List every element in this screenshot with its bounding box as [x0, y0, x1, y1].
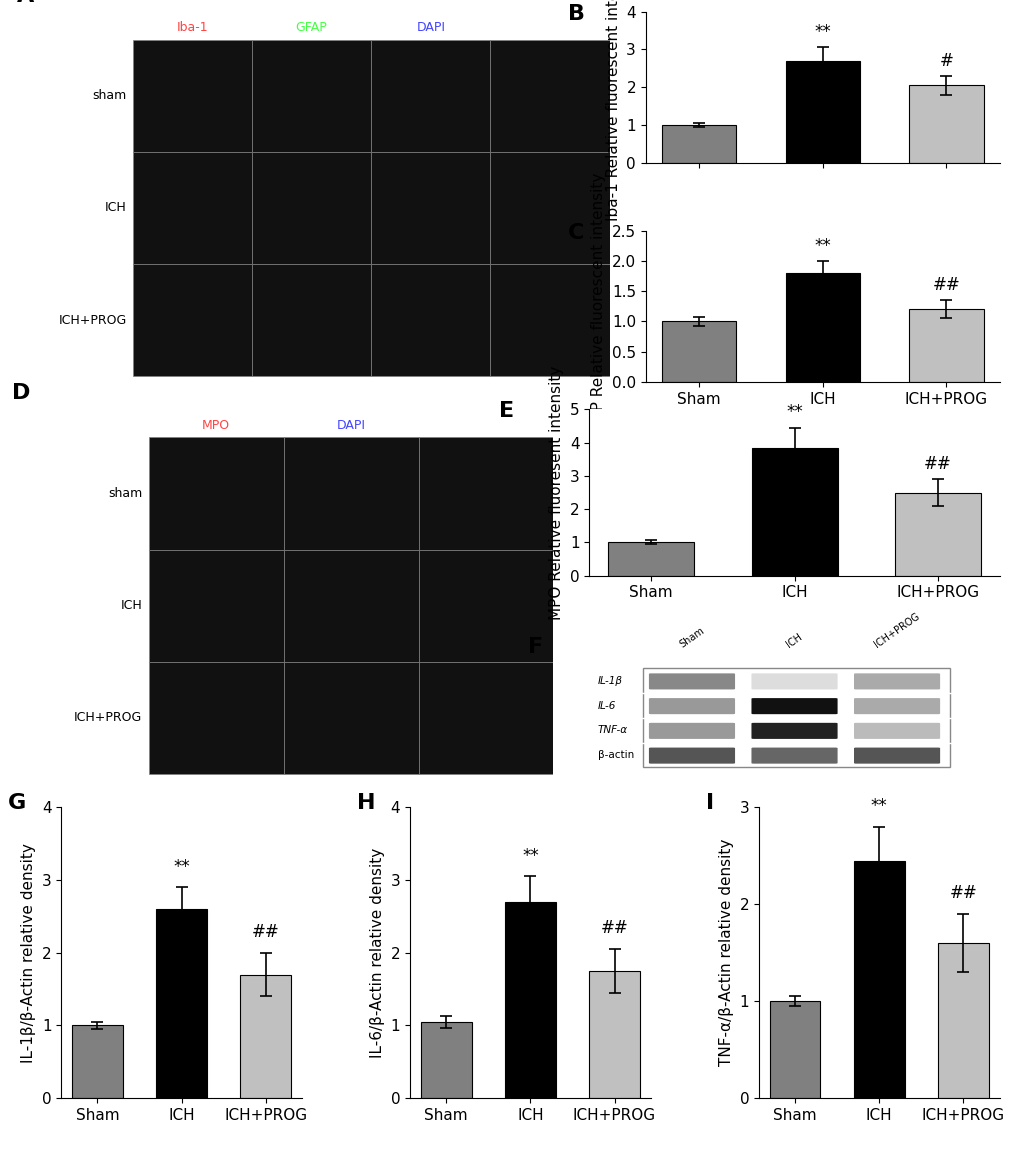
Bar: [418, 437, 553, 549]
Text: Sham: Sham: [677, 625, 705, 650]
Y-axis label: GFAP Relative fluorescent intensity: GFAP Relative fluorescent intensity: [591, 172, 605, 440]
Bar: [769, 1001, 819, 1098]
Text: ICH+PROG: ICH+PROG: [73, 711, 142, 725]
Text: A: A: [17, 0, 35, 6]
Bar: [72, 1025, 122, 1098]
Text: F: F: [528, 637, 542, 657]
Bar: [642, 668, 950, 768]
Bar: [785, 273, 859, 381]
Text: ##: ##: [252, 924, 279, 941]
Text: E: E: [498, 401, 514, 421]
Text: Iba-1: Iba-1: [176, 21, 208, 34]
Bar: [283, 437, 418, 549]
Text: ##: ##: [600, 919, 628, 938]
Bar: [421, 1022, 471, 1098]
Bar: [908, 86, 982, 163]
Bar: [149, 549, 283, 662]
Bar: [132, 39, 252, 151]
Text: **: **: [786, 403, 802, 421]
Bar: [149, 662, 283, 775]
Bar: [418, 662, 553, 775]
Text: β-actin: β-actin: [597, 750, 633, 759]
Bar: [490, 39, 609, 151]
Bar: [661, 321, 736, 381]
Y-axis label: TNF-α/β-Actin relative density: TNF-α/β-Actin relative density: [718, 839, 734, 1066]
Text: IL-1β: IL-1β: [597, 676, 622, 686]
Bar: [371, 151, 490, 264]
Text: Merge: Merge: [530, 21, 569, 34]
Text: D: D: [12, 384, 31, 403]
Text: #: #: [938, 52, 953, 69]
Bar: [751, 447, 837, 576]
Text: ICH+PROG: ICH+PROG: [871, 612, 921, 650]
FancyBboxPatch shape: [853, 722, 940, 739]
Text: **: **: [173, 858, 190, 875]
Text: ICH: ICH: [105, 201, 126, 215]
Text: G: G: [8, 793, 26, 813]
Bar: [252, 151, 371, 264]
Text: **: **: [813, 237, 830, 255]
Bar: [853, 860, 904, 1098]
Bar: [937, 943, 987, 1098]
Text: **: **: [870, 796, 887, 815]
Text: B: B: [568, 3, 584, 24]
Y-axis label: Iba-1 Relative fluorescent intensity: Iba-1 Relative fluorescent intensity: [605, 0, 621, 221]
Text: sham: sham: [93, 89, 126, 102]
Bar: [490, 151, 609, 264]
Text: MPO: MPO: [202, 418, 230, 432]
Y-axis label: IL-1β/β-Actin relative density: IL-1β/β-Actin relative density: [21, 843, 36, 1062]
Bar: [785, 60, 859, 163]
Text: ICH: ICH: [784, 632, 804, 650]
Bar: [490, 264, 609, 376]
FancyBboxPatch shape: [648, 748, 735, 764]
Text: **: **: [813, 23, 830, 42]
Text: I: I: [705, 793, 713, 813]
Bar: [661, 125, 736, 163]
Bar: [240, 975, 290, 1098]
Bar: [156, 909, 207, 1098]
Text: ICH: ICH: [120, 599, 142, 613]
Bar: [504, 902, 555, 1098]
Text: DAPI: DAPI: [336, 418, 365, 432]
FancyBboxPatch shape: [853, 698, 940, 714]
Bar: [607, 542, 694, 576]
Y-axis label: IL-6/β-Actin relative density: IL-6/β-Actin relative density: [370, 847, 385, 1058]
Bar: [908, 310, 982, 381]
Text: ICH+PROG: ICH+PROG: [58, 313, 126, 327]
Bar: [371, 264, 490, 376]
Text: IL-6: IL-6: [597, 701, 615, 711]
Bar: [589, 971, 639, 1098]
FancyBboxPatch shape: [648, 698, 735, 714]
Bar: [418, 549, 553, 662]
Bar: [371, 39, 490, 151]
Text: GFAP: GFAP: [296, 21, 327, 34]
FancyBboxPatch shape: [751, 698, 837, 714]
Bar: [252, 39, 371, 151]
Text: DAPI: DAPI: [416, 21, 445, 34]
Text: Merge: Merge: [466, 418, 505, 432]
FancyBboxPatch shape: [853, 673, 940, 689]
Bar: [894, 492, 980, 576]
Bar: [252, 264, 371, 376]
Bar: [149, 437, 283, 549]
FancyBboxPatch shape: [751, 673, 837, 689]
Text: **: **: [522, 846, 538, 865]
FancyBboxPatch shape: [751, 722, 837, 739]
Text: H: H: [357, 793, 375, 813]
FancyBboxPatch shape: [751, 748, 837, 764]
FancyBboxPatch shape: [648, 722, 735, 739]
FancyBboxPatch shape: [853, 748, 940, 764]
Bar: [132, 151, 252, 264]
FancyBboxPatch shape: [648, 673, 735, 689]
Text: ##: ##: [949, 884, 976, 903]
Bar: [283, 662, 418, 775]
Bar: [132, 264, 252, 376]
Text: C: C: [568, 223, 584, 243]
Bar: [283, 549, 418, 662]
Text: TNF-α: TNF-α: [597, 725, 627, 735]
Text: ##: ##: [923, 454, 951, 473]
Text: ##: ##: [931, 276, 959, 295]
Text: sham: sham: [108, 487, 142, 501]
Y-axis label: MPO Relative fluoresent intensity: MPO Relative fluoresent intensity: [549, 365, 564, 620]
